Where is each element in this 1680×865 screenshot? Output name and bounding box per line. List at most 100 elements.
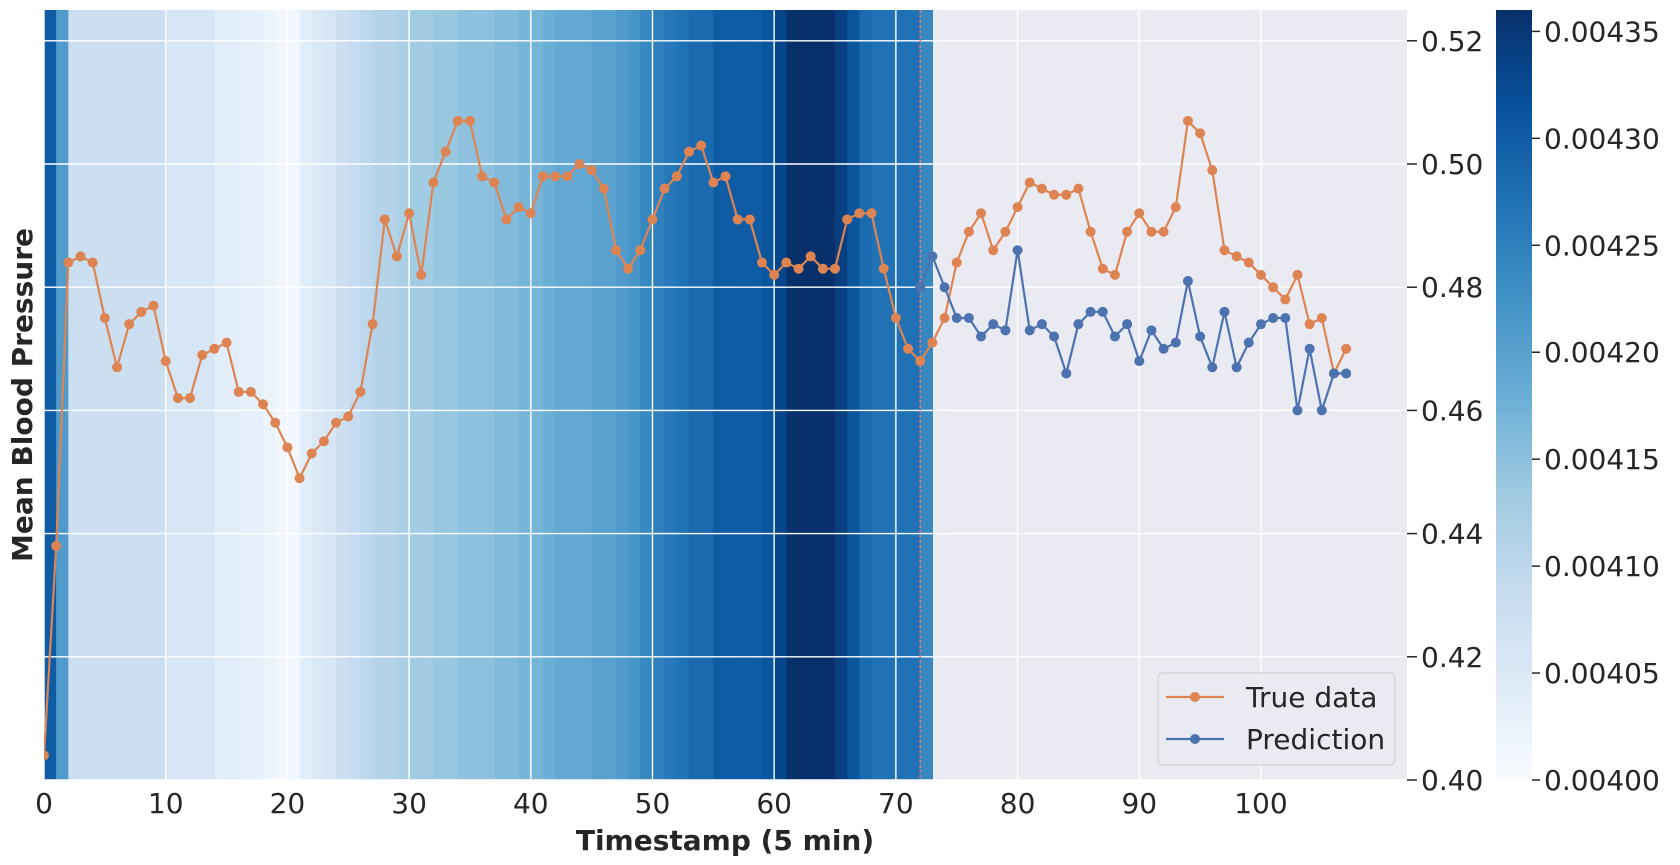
data-point-1 <box>1316 405 1327 416</box>
heatmap-cell <box>640 10 654 780</box>
x-axis-ticks: 0 10 20 30 40 50 60 70 80 90 100 <box>35 787 1288 820</box>
data-point-1 <box>1134 356 1145 367</box>
data-point-1 <box>1243 337 1254 348</box>
y-axis-ticks: 0.40 0.42 0.44 0.46 0.48 0.50 0.52 <box>1407 25 1483 797</box>
heatmap-cell <box>275 10 288 780</box>
data-point-0 <box>51 540 62 551</box>
heatmap-cell <box>895 10 909 780</box>
data-point-1 <box>1158 343 1169 354</box>
heatmap-cell <box>202 10 215 780</box>
heatmap-cell <box>664 10 678 780</box>
heatmap-cell <box>482 10 495 780</box>
data-point-0 <box>1085 226 1096 237</box>
data-point-1 <box>963 313 974 323</box>
x-tick-label: 100 <box>1234 787 1287 820</box>
legend: True data Prediction <box>1157 672 1396 766</box>
heatmap-background <box>44 10 933 780</box>
data-point-0 <box>915 356 926 367</box>
data-point-0 <box>282 442 293 453</box>
data-point-0 <box>379 214 390 225</box>
data-point-0 <box>1012 202 1023 213</box>
data-point-0 <box>757 257 768 268</box>
data-point-0 <box>720 171 731 182</box>
data-point-0 <box>233 386 244 397</box>
data-point-0 <box>732 214 743 225</box>
data-point-0 <box>355 386 366 397</box>
data-point-0 <box>318 436 329 447</box>
heatmap-cell <box>421 10 435 780</box>
x-tick-label: 90 <box>1121 787 1157 820</box>
x-tick-label: 10 <box>148 787 184 820</box>
heatmap-cell <box>238 10 252 780</box>
heatmap-cell <box>530 10 544 780</box>
data-point-0 <box>258 399 269 410</box>
data-point-0 <box>1049 189 1060 200</box>
heatmap-cell <box>542 10 556 780</box>
heatmap-cell <box>579 10 593 780</box>
data-point-0 <box>99 313 110 323</box>
data-point-0 <box>464 115 475 126</box>
y-tick-label: 0.46 <box>1421 394 1483 427</box>
data-point-1 <box>1292 405 1303 416</box>
heatmap-cell <box>701 10 714 780</box>
data-point-0 <box>537 171 548 182</box>
data-point-0 <box>136 306 147 317</box>
data-point-0 <box>939 313 950 323</box>
data-point-0 <box>160 356 171 367</box>
y-tick-label: 0.52 <box>1421 25 1483 58</box>
data-point-1 <box>1341 368 1352 379</box>
heatmap-cell <box>847 10 860 780</box>
data-point-0 <box>87 257 98 268</box>
data-point-1 <box>1328 368 1339 379</box>
legend-label-true: True data <box>1245 681 1377 714</box>
data-point-0 <box>574 159 585 169</box>
data-point-1 <box>1182 276 1193 287</box>
x-tick-label: 20 <box>270 787 306 820</box>
data-point-0 <box>951 257 962 268</box>
data-point-0 <box>44 750 49 761</box>
data-point-0 <box>367 319 378 330</box>
heatmap-cell <box>555 10 568 780</box>
data-point-1 <box>1231 362 1242 373</box>
data-point-0 <box>477 171 488 182</box>
heatmap-cell <box>615 10 629 780</box>
data-point-0 <box>1073 183 1084 194</box>
data-point-0 <box>708 177 719 188</box>
x-tick-label: 50 <box>635 787 671 820</box>
data-point-1 <box>1195 331 1206 342</box>
heatmap-cell <box>713 10 727 780</box>
data-point-1 <box>1170 337 1181 348</box>
data-point-0 <box>452 115 463 126</box>
data-point-0 <box>1292 269 1303 280</box>
heatmap-cell <box>908 10 921 780</box>
data-point-1 <box>1280 313 1291 323</box>
data-point-0 <box>988 245 999 256</box>
x-axis-title: Timestamp (5 min) <box>576 824 874 857</box>
data-point-0 <box>306 448 317 459</box>
heatmap-cell <box>336 10 349 780</box>
data-point-0 <box>1158 226 1169 237</box>
data-point-0 <box>197 349 208 360</box>
data-point-0 <box>416 269 427 280</box>
heatmap-cell <box>749 10 763 780</box>
data-point-0 <box>769 269 780 280</box>
data-point-1 <box>1061 368 1072 379</box>
y-tick-label: 0.48 <box>1421 271 1483 304</box>
data-point-1 <box>1109 331 1120 342</box>
data-point-0 <box>124 319 135 330</box>
data-point-1 <box>1012 245 1023 256</box>
data-point-1 <box>1097 306 1108 317</box>
heatmap-cell <box>214 10 228 780</box>
heatmap-cell <box>774 10 787 780</box>
data-point-0 <box>501 214 512 225</box>
data-point-1 <box>1207 362 1218 373</box>
data-point-1 <box>1000 325 1011 336</box>
heatmap-cell <box>676 10 690 780</box>
heatmap-cell <box>104 10 118 780</box>
data-point-0 <box>744 214 755 225</box>
data-point-0 <box>1268 282 1279 293</box>
heatmap-cell <box>80 10 94 780</box>
heatmap-cell <box>628 10 641 780</box>
data-point-0 <box>331 417 342 428</box>
data-point-0 <box>1109 269 1120 280</box>
